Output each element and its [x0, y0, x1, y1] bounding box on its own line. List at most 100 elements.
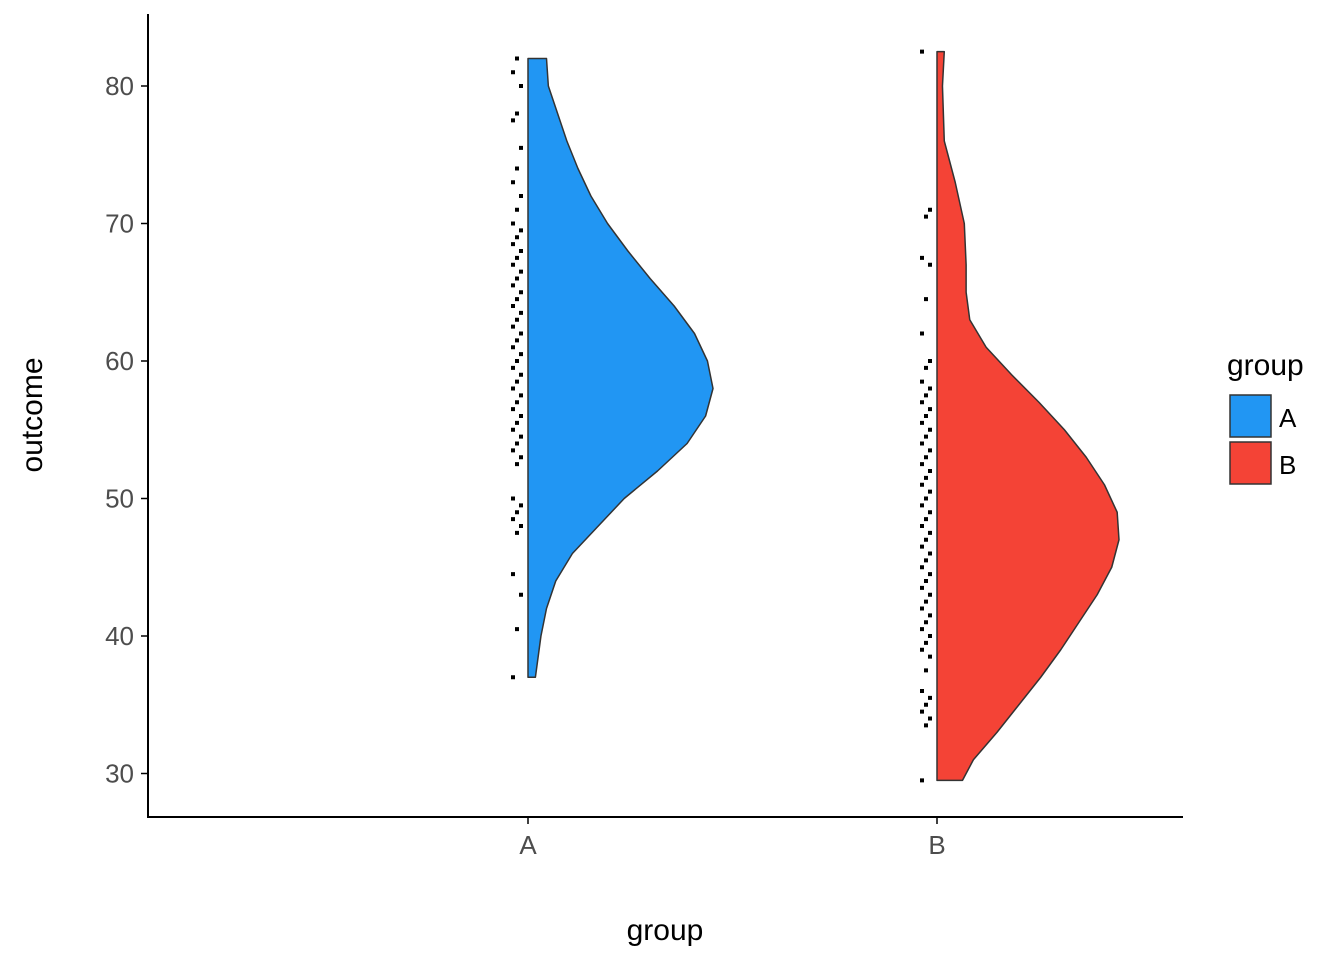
plot-area: [511, 49, 1120, 783]
data-point-a: [511, 365, 515, 370]
data-point-b: [924, 620, 928, 625]
data-point-b: [928, 530, 932, 535]
data-point-a: [519, 524, 523, 528]
y-tick-label: 50: [105, 484, 134, 514]
data-point-a: [519, 414, 523, 418]
data-point-a: [511, 496, 515, 501]
data-point-a: [515, 530, 519, 535]
data-point-b: [928, 427, 932, 432]
data-point-b: [920, 255, 924, 260]
data-point-b: [920, 606, 924, 611]
data-point-a: [519, 84, 523, 88]
data-point-b: [928, 448, 932, 453]
data-point-b: [928, 613, 932, 618]
data-point-b: [924, 297, 928, 302]
data-point-b: [928, 262, 932, 267]
data-point-b: [924, 214, 928, 219]
data-point-a: [515, 627, 519, 632]
data-point-b: [920, 689, 924, 693]
legend-label-a: A: [1279, 403, 1297, 433]
data-point-b: [928, 489, 932, 494]
data-point-b: [928, 551, 932, 556]
data-point-b: [928, 407, 932, 412]
data-point-b: [928, 695, 932, 700]
legend-title: group: [1227, 349, 1304, 382]
data-point-a: [515, 462, 519, 467]
data-point-a: [519, 455, 523, 460]
data-point-a: [515, 111, 519, 116]
data-point-a: [515, 276, 519, 281]
data-point-b: [920, 462, 924, 467]
data-point-a: [511, 448, 515, 453]
data-point-b: [920, 420, 924, 425]
data-point-a: [519, 228, 523, 233]
data-point-b: [920, 627, 924, 632]
data-point-a: [515, 420, 519, 425]
violin-a: [527, 57, 714, 678]
data-point-b: [924, 599, 928, 604]
data-point-b: [924, 668, 928, 673]
data-point-b: [920, 565, 924, 570]
data-point-b: [928, 359, 932, 363]
data-point-b: [920, 709, 924, 714]
data-point-b: [928, 386, 932, 391]
data-point-b: [924, 365, 928, 370]
data-point-a: [515, 441, 519, 446]
data-point-a: [511, 324, 515, 329]
data-point-b: [920, 524, 924, 528]
data-point-a: [519, 310, 523, 315]
data-point-a: [511, 572, 515, 577]
data-point-a: [519, 269, 523, 274]
legend: group A B: [1227, 349, 1304, 485]
data-point-b: [920, 778, 924, 783]
data-point-a: [515, 56, 519, 61]
data-point-a: [519, 249, 523, 253]
data-point-b: [924, 517, 928, 522]
legend-swatch-a: [1229, 394, 1272, 438]
data-point-b: [920, 441, 924, 446]
data-point-b: [928, 510, 932, 515]
data-point-a: [515, 207, 519, 212]
x-tick-label: B: [928, 830, 945, 860]
data-point-a: [519, 372, 523, 377]
data-point-a: [515, 297, 519, 302]
data-point-b: [924, 640, 928, 645]
data-point-a: [519, 290, 523, 295]
data-point-a: [519, 434, 523, 439]
x-axis-title: group: [627, 914, 704, 947]
data-point-b: [920, 400, 924, 405]
data-point-b: [928, 572, 932, 577]
data-point-b: [928, 716, 932, 721]
data-point-a: [511, 407, 515, 412]
data-point-b: [924, 558, 928, 563]
x-tick-label: A: [519, 830, 537, 860]
data-point-a: [511, 386, 515, 391]
data-point-a: [519, 194, 523, 198]
y-tick-label: 40: [105, 621, 134, 651]
data-point-b: [924, 723, 928, 728]
data-point-a: [515, 379, 519, 384]
data-point-b: [920, 331, 924, 336]
data-point-a: [519, 352, 523, 357]
data-point-b: [924, 434, 928, 439]
data-point-b: [924, 455, 928, 460]
data-point-a: [511, 427, 515, 432]
data-point-a: [511, 242, 515, 247]
legend-label-b: B: [1279, 450, 1296, 480]
data-point-b: [928, 469, 932, 473]
y-tick-label: 60: [105, 346, 134, 376]
data-point-a: [519, 331, 523, 336]
y-axis-ticks: 30 40 50 60 70 80: [105, 71, 148, 789]
data-point-b: [920, 503, 924, 508]
legend-swatch-b: [1229, 441, 1272, 485]
data-point-a: [519, 145, 523, 150]
data-point-b: [924, 579, 928, 583]
data-point-b: [924, 537, 928, 542]
data-point-a: [515, 359, 519, 363]
y-axis-title: outcome: [16, 357, 49, 472]
data-point-b: [924, 475, 928, 480]
data-point-a: [515, 510, 519, 515]
data-point-a: [511, 304, 515, 308]
